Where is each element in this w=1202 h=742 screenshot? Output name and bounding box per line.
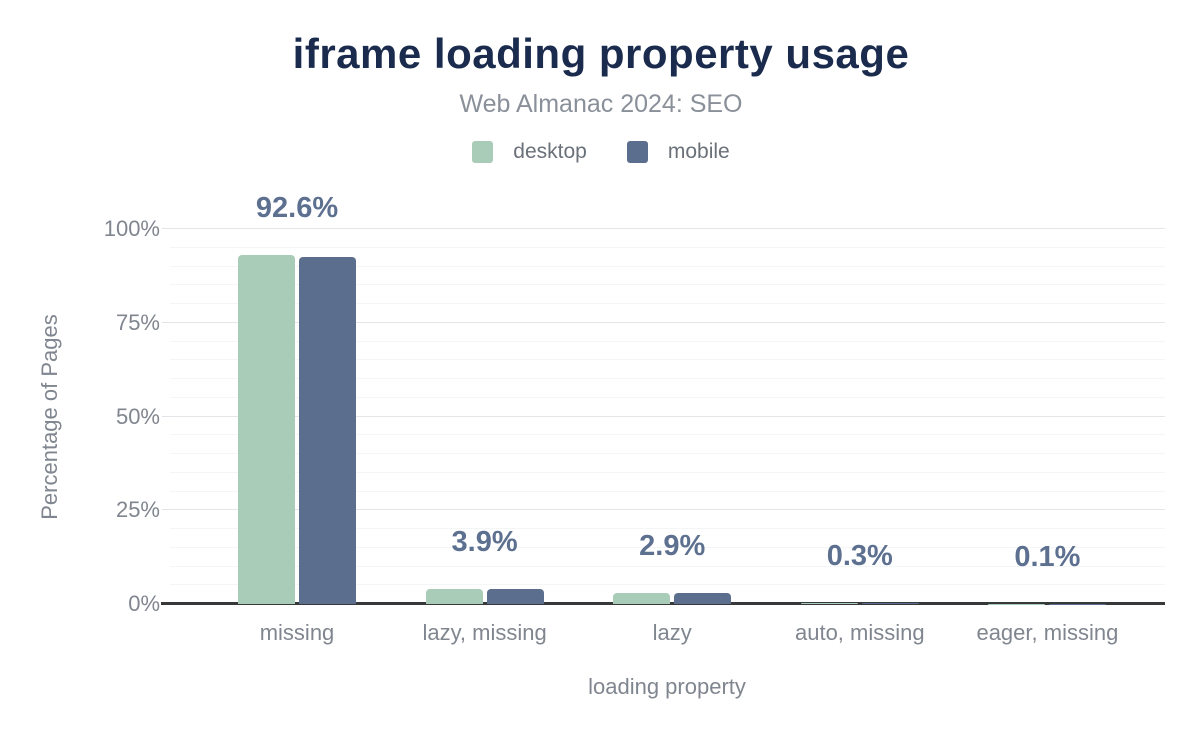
y-tick-label: 0% [128, 591, 160, 616]
gridline-minor [170, 528, 1165, 529]
y-axis-tick [162, 415, 170, 417]
chart-subtitle: Web Almanac 2024: SEO [459, 90, 743, 118]
x-category-label: missing [259, 620, 335, 645]
gridline-minor [170, 453, 1165, 454]
legend-label: desktop [513, 140, 587, 163]
bar-group-lazy-missing [425, 589, 544, 604]
bar-value-label: 0.1% [1014, 540, 1081, 573]
gridline-minor [170, 265, 1165, 267]
gridline-minor [170, 340, 1165, 342]
bar-group-missing [238, 254, 356, 604]
gridline-minor [170, 565, 1165, 567]
legend-label: mobile [667, 140, 730, 163]
bar-desktop-lazy-missing[interactable] [425, 589, 483, 604]
bar-mobile-auto-missing[interactable] [861, 602, 919, 604]
legend: desktop mobile [0, 140, 1202, 164]
gridline-major [170, 321, 1165, 323]
gridline-minor [170, 434, 1165, 436]
gridline-minor [170, 396, 1165, 398]
y-tick-label: 50% [115, 403, 160, 429]
gridline-minor [170, 246, 1165, 248]
bar-desktop-missing[interactable] [238, 254, 295, 604]
x-category-label: lazy, missing [422, 620, 547, 645]
legend-swatch-mobile [626, 141, 648, 163]
bar-value-label: 3.9% [451, 526, 518, 559]
legend-item-mobile[interactable]: mobile [626, 140, 730, 164]
gridline-minor [170, 378, 1165, 379]
y-axis-tick [162, 509, 170, 511]
bar-group-lazy [613, 593, 732, 604]
x-axis-label: loading property [588, 674, 746, 699]
gridline-major [170, 228, 1165, 229]
y-axis-tick [162, 321, 170, 323]
bar-mobile-lazy[interactable] [674, 593, 732, 604]
bar-desktop-lazy[interactable] [613, 593, 671, 604]
gridline-minor [170, 584, 1165, 586]
legend-item-desktop[interactable]: desktop [472, 140, 587, 164]
gridline-minor [170, 490, 1165, 492]
gridline-major [170, 509, 1165, 511]
bar-value-label: 0.3% [826, 539, 893, 572]
gridline-minor [170, 284, 1165, 286]
y-tick-label: 25% [115, 497, 160, 523]
y-axis-tick [162, 228, 170, 229]
y-tick-label: 100% [103, 216, 160, 241]
gridline-minor [170, 546, 1165, 548]
x-category-label: eager, missing [976, 620, 1119, 645]
plot-area: 92.6% 3.9% 2.9% 0.3% 0.1% [161, 192, 1165, 605]
x-category-label: auto, missing [794, 620, 925, 645]
bar-value-label: 2.9% [639, 530, 706, 563]
bar-desktop-auto-missing[interactable] [800, 602, 858, 604]
x-category-label: lazy [652, 620, 692, 645]
bar-group-auto-missing [800, 602, 919, 604]
y-axis-label: Percentage of Pages [37, 314, 62, 520]
y-tick-label: 75% [115, 309, 160, 335]
legend-swatch-desktop [472, 141, 494, 163]
gridline-minor [170, 303, 1165, 304]
gridline-major [170, 415, 1165, 417]
bar-mobile-lazy-missing[interactable] [486, 589, 544, 604]
chart-title: iframe loading property usage [292, 30, 910, 77]
gridline-minor [170, 471, 1165, 473]
bar-value-label: 92.6% [255, 191, 339, 224]
bar-mobile-missing[interactable] [299, 256, 356, 604]
gridline-minor [170, 359, 1165, 361]
